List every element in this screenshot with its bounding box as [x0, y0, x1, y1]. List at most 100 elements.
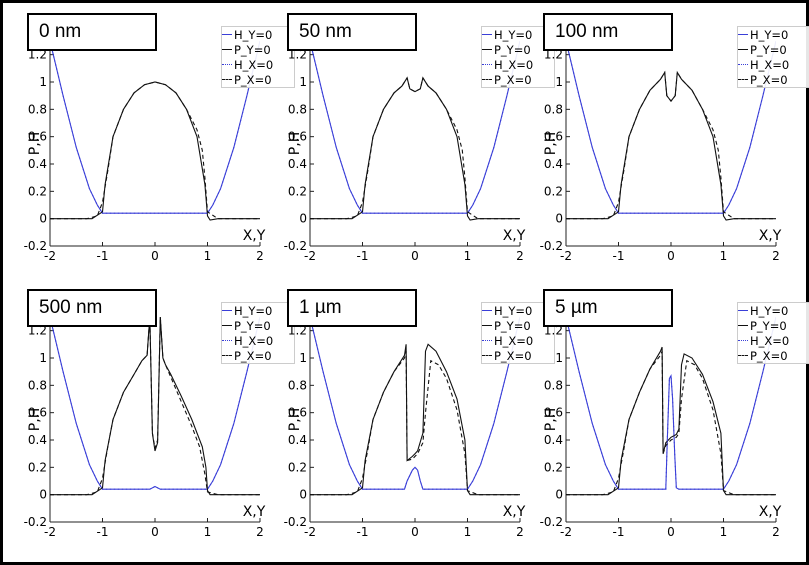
x-tick-label: 0 [151, 525, 159, 539]
y-tick-label: 0.6 [544, 130, 563, 144]
y-axis-label: P,H [287, 408, 303, 431]
x-tick-label: -2 [304, 249, 316, 263]
legend-entry: H_X=0 [738, 57, 809, 72]
y-axis-label: P,H [27, 408, 43, 431]
legend-label: P_Y=0 [234, 42, 271, 57]
legend-label: H_Y=0 [750, 303, 789, 318]
y-tick-label: 0.2 [28, 460, 47, 474]
x-axis-label: X,Y [759, 228, 782, 244]
y-tick-label: 1 [555, 75, 563, 89]
legend-label: P_Y=0 [750, 318, 787, 333]
legend-swatch [222, 325, 232, 326]
legend-swatch [738, 325, 748, 326]
legend-entry: H_X=0 [222, 57, 294, 72]
y-tick-label: -0.2 [284, 239, 307, 253]
series-line-p-x-0 [50, 316, 260, 496]
plot-area: -2 -1 0 1 2 -0.2 0 0.2 0.4 0.6 0.8 1 1.2 X,Y P,H [24, 307, 266, 539]
legend: H_Y=0 P_Y=0 H_X=0 P_X=0 [221, 302, 295, 364]
y-tick-label: 0.2 [288, 184, 307, 198]
legend-entry: H_Y=0 [482, 27, 554, 42]
series-line-h-x-0 [310, 40, 520, 214]
y-tick-label: 0.2 [544, 460, 563, 474]
x-tick-label: 1 [464, 525, 472, 539]
y-tick-label: 0.4 [544, 157, 563, 171]
series-line-p-x-0 [50, 81, 260, 220]
legend-swatch [738, 34, 748, 35]
legend-entry: H_X=0 [738, 333, 809, 348]
legend-swatch [222, 34, 232, 35]
legend-label: H_X=0 [750, 57, 790, 72]
y-tick-label: 0.4 [288, 433, 307, 447]
x-tick-label: 2 [256, 249, 264, 263]
y-tick-label: 1 [39, 351, 47, 365]
y-tick-label: 0.8 [544, 102, 563, 116]
y-tick-label: 1.2 [28, 324, 47, 338]
legend-swatch [482, 49, 492, 50]
series-line-h-x-0 [310, 316, 520, 490]
series-line-h-x-0 [50, 40, 260, 214]
legend-swatch [482, 79, 492, 80]
y-tick-label: 1 [299, 75, 307, 89]
legend-entry: P_Y=0 [738, 318, 809, 333]
legend-swatch [738, 64, 748, 65]
y-tick-label: 0.4 [28, 157, 47, 171]
chart-panel: -2 -1 0 1 2 -0.2 0 0.2 0.4 0.6 0.8 1 1.2 X,Y P,H 100 nm… [540, 11, 809, 286]
plot-area: -2 -1 0 1 2 -0.2 0 0.2 0.4 0.6 0.8 1 1.2 X,Y P,H [540, 31, 782, 263]
y-tick-label: 0.6 [288, 406, 307, 420]
y-tick-label: 0.2 [28, 184, 47, 198]
panel-title: 100 nm [543, 13, 673, 51]
x-tick-label: -1 [357, 525, 369, 539]
x-tick-label: -2 [304, 525, 316, 539]
y-tick-label: 0.8 [288, 378, 307, 392]
legend-entry: P_Y=0 [482, 318, 554, 333]
series-line-p-y-0 [310, 76, 520, 221]
y-tick-label: 1.2 [544, 48, 563, 62]
y-tick-label: 0.8 [28, 378, 47, 392]
x-tick-label: -2 [44, 525, 56, 539]
chart-panel: -2 -1 0 1 2 -0.2 0 0.2 0.4 0.6 0.8 1 1.2 X,Y P,H 50 nm H… [284, 11, 555, 286]
panel-title: 500 nm [27, 289, 157, 327]
legend: H_Y=0 P_Y=0 H_X=0 P_X=0 [481, 302, 555, 364]
y-tick-label: -0.2 [284, 515, 307, 529]
y-tick-label: 1 [555, 351, 563, 365]
y-tick-label: -0.2 [24, 515, 47, 529]
series-line-p-y-0 [566, 70, 776, 221]
legend-entry: H_X=0 [482, 57, 554, 72]
y-tick-label: 0 [39, 488, 47, 502]
legend-swatch [482, 310, 492, 311]
y-tick-label: 0 [299, 488, 307, 502]
y-tick-label: 0.6 [28, 130, 47, 144]
y-tick-label: -0.2 [24, 239, 47, 253]
panel-title: 50 nm [287, 13, 417, 51]
plot-area: -2 -1 0 1 2 -0.2 0 0.2 0.4 0.6 0.8 1 1.2 X,Y P,H [540, 307, 782, 539]
panel-title: 5 µm [543, 289, 673, 327]
legend-swatch [738, 49, 748, 50]
legend-swatch [222, 79, 232, 80]
x-tick-label: 1 [464, 249, 472, 263]
y-axis-label: P,H [543, 132, 559, 155]
legend-label: H_X=0 [234, 333, 274, 348]
x-tick-label: 2 [516, 249, 524, 263]
chart-panel: -2 -1 0 1 2 -0.2 0 0.2 0.4 0.6 0.8 1 1.2 X,Y P,H 500 nm… [24, 287, 295, 562]
legend-swatch [222, 355, 232, 356]
chart-panel: -2 -1 0 1 2 -0.2 0 0.2 0.4 0.6 0.8 1 1.2 X,Y P,H 0 nm H_… [24, 11, 295, 286]
legend-entry: H_X=0 [222, 333, 294, 348]
legend-entry: H_Y=0 [222, 27, 294, 42]
legend-label: P_X=0 [750, 72, 788, 87]
y-axis-label: P,H [543, 408, 559, 431]
legend-label: P_X=0 [750, 348, 788, 363]
y-tick-label: 0 [555, 488, 563, 502]
legend-entry: P_X=0 [738, 348, 809, 363]
legend-swatch [482, 355, 492, 356]
series-line-p-x-0 [310, 351, 520, 496]
panel-title: 1 µm [287, 289, 417, 327]
legend-label: P_X=0 [494, 72, 532, 87]
y-tick-label: 1.2 [28, 48, 47, 62]
legend-entry: P_X=0 [738, 72, 809, 87]
legend-entry: H_Y=0 [222, 303, 294, 318]
panel-title: 0 nm [27, 13, 157, 51]
legend-swatch [738, 340, 748, 341]
legend-swatch [738, 355, 748, 356]
x-axis-label: X,Y [759, 504, 782, 520]
